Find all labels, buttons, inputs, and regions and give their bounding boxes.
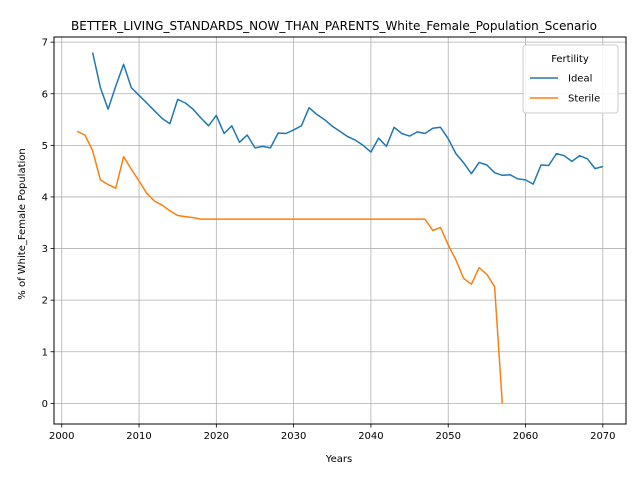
- y-tick-label: 3: [42, 244, 48, 255]
- x-tick-label: 2020: [204, 431, 229, 442]
- x-axis-label: Years: [325, 454, 352, 465]
- x-tick-label: 2010: [126, 431, 151, 442]
- x-tick-label: 2040: [358, 431, 383, 442]
- axis-ticks: 2000 2010 2020 2030 2040 2050 2060 2070 0 1 2 3 4 5 6 7: [42, 38, 616, 442]
- legend: Fertility Ideal Sterile: [522, 44, 619, 114]
- y-tick-label: 5: [42, 141, 48, 152]
- x-tick-label: 2060: [513, 431, 538, 442]
- series-line-sterile: [76, 130, 504, 404]
- x-tick-label: 2070: [590, 431, 615, 442]
- series-line-ideal: [91, 52, 603, 185]
- legend-box: [522, 44, 619, 114]
- chart-title: BETTER_LIVING_STANDARDS_NOW_THAN_PARENTS…: [71, 19, 597, 33]
- legend-title: Fertility: [551, 54, 589, 65]
- legend-label-ideal: Ideal: [568, 74, 592, 85]
- series-lines: [76, 52, 603, 404]
- y-tick-label: 1: [42, 347, 48, 358]
- legend-label-sterile: Sterile: [568, 94, 600, 105]
- y-tick-label: 6: [42, 89, 48, 100]
- y-axis-label: % of White_Female Population: [17, 148, 28, 299]
- x-tick-label: 2030: [281, 431, 306, 442]
- plot-frame: [53, 36, 627, 425]
- y-tick-label: 4: [42, 192, 48, 203]
- y-tick-label: 7: [42, 38, 48, 49]
- x-tick-label: 2000: [49, 431, 74, 442]
- y-tick-label: 2: [42, 296, 48, 307]
- x-tick-label: 2050: [435, 431, 460, 442]
- y-tick-label: 0: [42, 399, 48, 410]
